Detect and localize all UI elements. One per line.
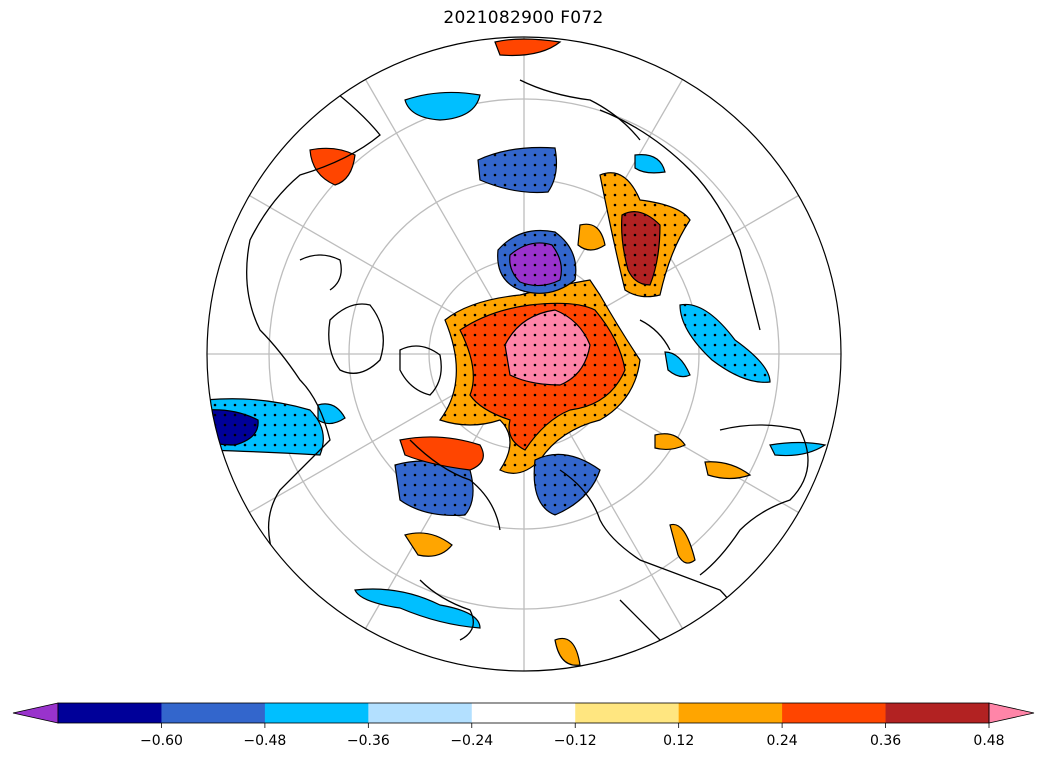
- colorbar-tick-label: −0.60: [140, 733, 183, 749]
- colorbar-segment: [161, 703, 266, 723]
- colorbar-tick-label: 0.48: [973, 733, 1004, 749]
- colorbar-tick-label: −0.12: [554, 733, 597, 749]
- colorbar-tick-label: −0.24: [450, 733, 493, 749]
- colorbar-tick-label: 0.36: [870, 733, 901, 749]
- colorbar-extend-high: [988, 702, 1035, 724]
- polar-map: [206, 36, 842, 672]
- colorbar-extend-low: [12, 702, 59, 724]
- colorbar: −0.60 −0.48 −0.36 −0.24 −0.12 0.12 0.24 0.36 0.4…: [12, 702, 1035, 749]
- colorbar-segment: [368, 703, 473, 723]
- colorbar-segment: [575, 703, 680, 723]
- colorbar-segment: [264, 703, 369, 723]
- anomaly-contours: [207, 38, 827, 666]
- colorbar-segment: [471, 703, 576, 723]
- map-boundary: [206, 36, 842, 672]
- anomaly-bottom-left-streak: [354, 588, 481, 629]
- stipple-central: [440, 280, 640, 474]
- colorbar-segment: [885, 703, 990, 723]
- anomaly-top-left-red: [309, 147, 356, 186]
- colorbar-tick-label: −0.36: [347, 733, 390, 749]
- colorbar-segment: [782, 703, 887, 723]
- map-title: 2021082900 F072: [443, 8, 604, 28]
- colorbar-frame: [57, 702, 990, 724]
- colorbar-segment: [58, 703, 162, 723]
- colorbar-tick-label: 0.24: [767, 733, 798, 749]
- colorbar-tick-label: −0.48: [243, 733, 286, 749]
- colorbar-segment: [678, 703, 783, 723]
- anomaly-left-orange-band: [399, 436, 484, 471]
- colorbar-tick-label: 0.12: [663, 733, 694, 749]
- anomaly-top-rim-blue: [404, 91, 481, 121]
